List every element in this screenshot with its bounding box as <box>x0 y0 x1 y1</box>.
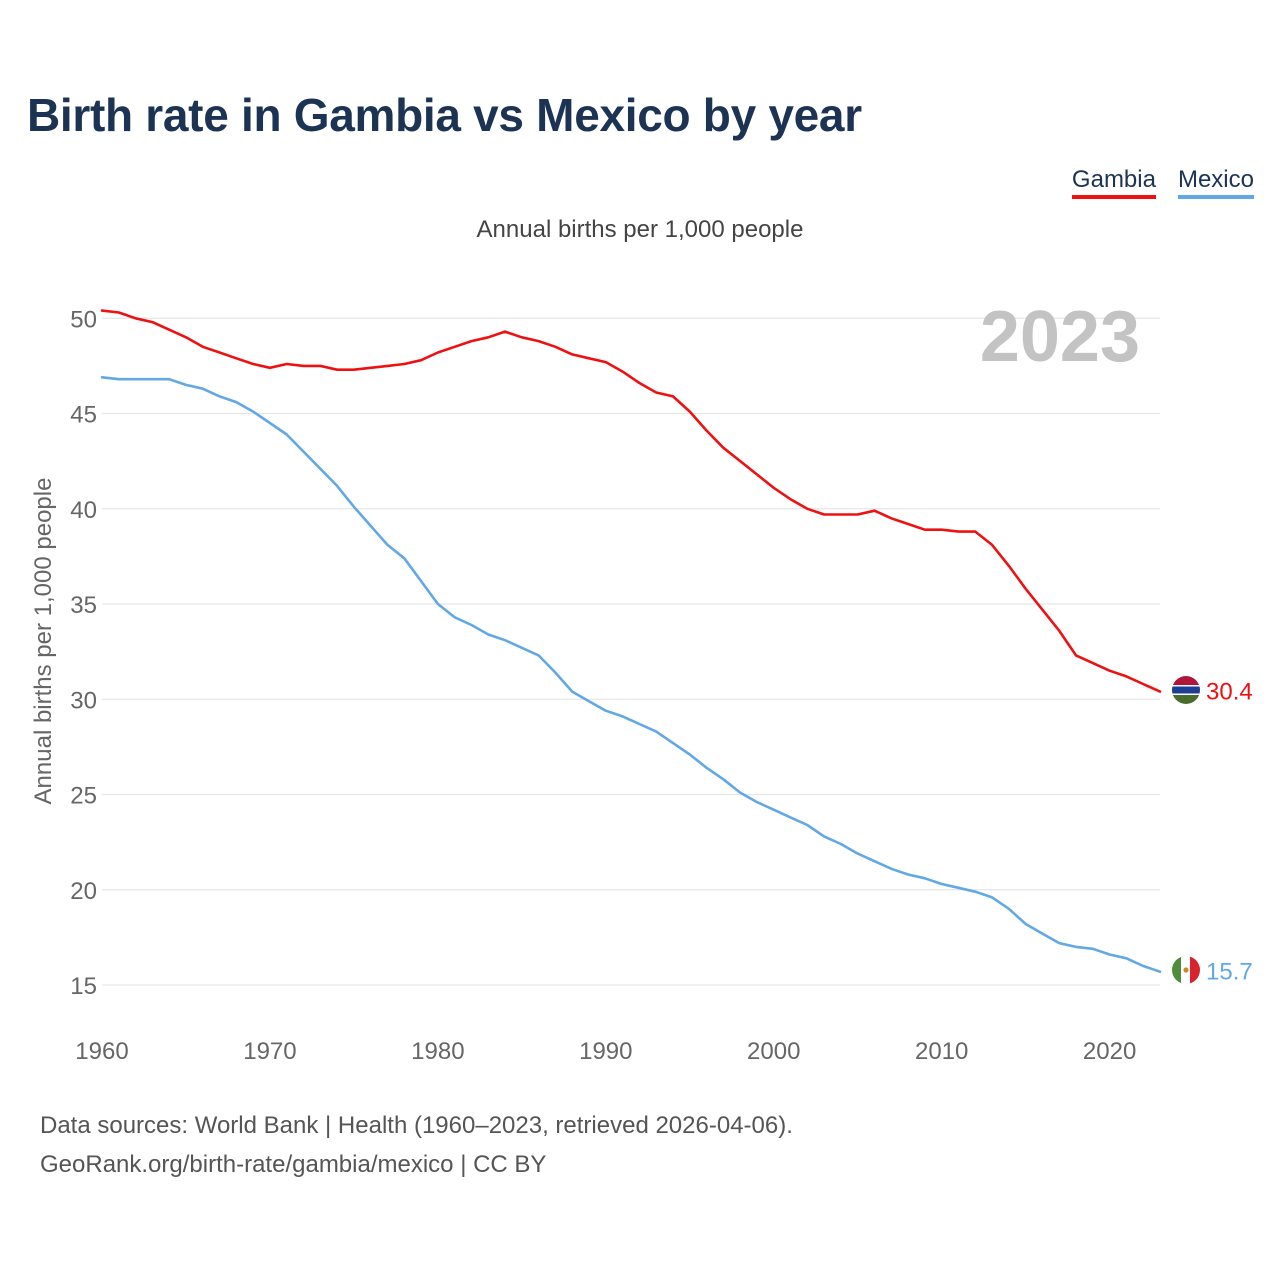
gambia-flag-icon <box>1172 676 1200 704</box>
x-tick-label: 1980 <box>411 1038 464 1065</box>
x-tick-label: 1970 <box>243 1038 296 1065</box>
series-line-gambia <box>100 309 1162 693</box>
legend-item-gambia[interactable]: Gambia <box>1071 166 1156 199</box>
end-value-label-mexico: 15.7 <box>1206 959 1253 986</box>
y-tick-label: 25 <box>70 783 97 810</box>
end-value-label-gambia: 30.4 <box>1206 679 1253 706</box>
y-tick-label: 30 <box>70 687 97 714</box>
y-tick-label: 40 <box>70 497 97 524</box>
page-title: Birth rate in Gambia vs Mexico by year <box>27 89 862 141</box>
x-tick-label: 2010 <box>915 1038 968 1065</box>
series-line-mexico <box>100 375 1162 974</box>
y-tick-label: 15 <box>70 973 97 1000</box>
y-tick-label: 20 <box>70 878 97 905</box>
x-tick-label: 2020 <box>1083 1038 1136 1065</box>
legend-item-mexico[interactable]: Mexico <box>1177 166 1254 199</box>
y-tick-label: 50 <box>70 306 97 333</box>
y-axis-label: Annual births per 1,000 people <box>30 478 57 805</box>
mexico-flag-icon <box>1172 956 1200 984</box>
x-tick-label: 1990 <box>579 1038 632 1065</box>
chart-subtitle: Annual births per 1,000 people <box>476 216 804 243</box>
data-sources: Data sources: World Bank | Health (1960–… <box>40 1106 793 1184</box>
source-url[interactable]: GeoRank.org/birth-rate/gambia/mexico | C… <box>40 1151 547 1178</box>
sources-line: Data sources: World Bank | Health (1960–… <box>40 1112 793 1139</box>
x-tick-label: 1960 <box>75 1038 128 1065</box>
x-tick-label: 2000 <box>747 1038 800 1065</box>
legend: Gambia Mexico <box>1071 166 1254 199</box>
y-tick-label: 35 <box>70 592 97 619</box>
line-chart: 15 20 25 30 35 40 45 50 1960 1970 1980 1990 2000 201… <box>30 297 1253 1065</box>
y-tick-label: 45 <box>70 402 97 429</box>
year-label: 2023 <box>980 297 1140 377</box>
